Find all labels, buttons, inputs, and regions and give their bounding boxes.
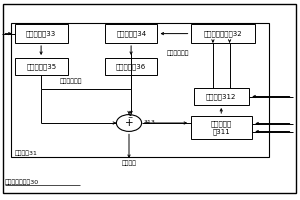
Text: 模式选择模
块311: 模式选择模 块311 — [211, 120, 232, 135]
Circle shape — [116, 115, 142, 131]
Text: 第二使能信号: 第二使能信号 — [60, 78, 82, 84]
Text: 硬件性能检测妘30: 硬件性能检测妘30 — [4, 179, 39, 185]
FancyBboxPatch shape — [190, 116, 252, 139]
FancyBboxPatch shape — [11, 23, 268, 157]
Text: 第一计数妘35: 第一计数妘35 — [26, 63, 56, 70]
FancyBboxPatch shape — [105, 24, 158, 43]
Text: 第二计数妘36: 第二计数妘36 — [116, 63, 146, 70]
Text: ~: ~ — [143, 120, 149, 126]
FancyBboxPatch shape — [15, 24, 68, 43]
FancyBboxPatch shape — [15, 58, 68, 75]
Text: 控制单元31: 控制单元31 — [14, 150, 37, 156]
Text: 数字控制振荡妘32: 数字控制振荡妘32 — [203, 30, 242, 37]
Text: 313: 313 — [143, 120, 155, 125]
FancyBboxPatch shape — [3, 4, 296, 193]
Text: −: − — [127, 115, 132, 120]
Text: 第二分频妇34: 第二分频妇34 — [116, 30, 146, 37]
Text: 第一分频妇33: 第一分频妇33 — [26, 30, 56, 37]
FancyBboxPatch shape — [194, 88, 249, 105]
Text: 第一使能信号: 第一使能信号 — [167, 50, 189, 56]
FancyBboxPatch shape — [105, 58, 158, 75]
Text: 输出信号: 输出信号 — [122, 160, 136, 166]
Text: +: + — [125, 118, 133, 128]
Text: 控制模块312: 控制模块312 — [206, 93, 236, 100]
FancyBboxPatch shape — [190, 24, 255, 43]
